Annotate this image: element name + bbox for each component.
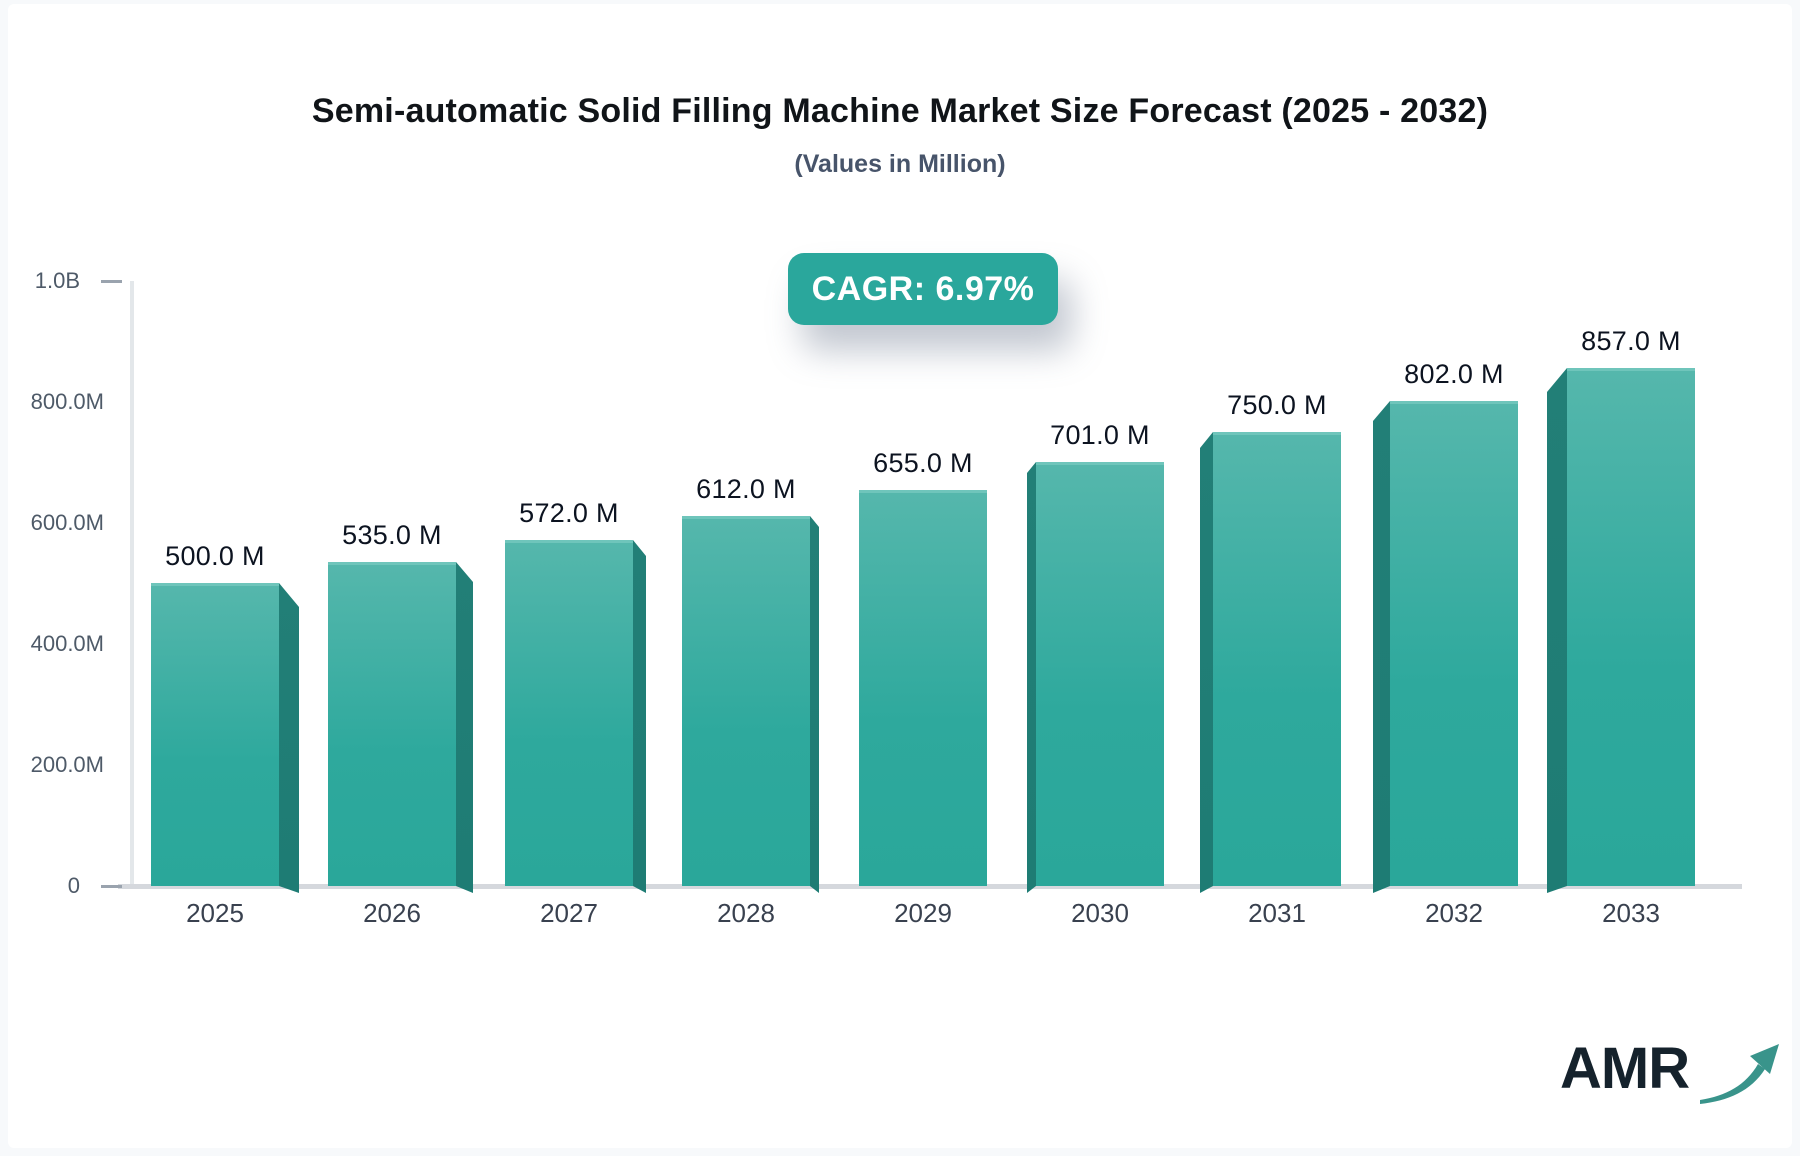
bar-3d-side	[1200, 432, 1213, 893]
page-title: Semi-automatic Solid Filling Machine Mar…	[311, 92, 1489, 130]
x-tick-label: 2033	[1602, 898, 1660, 928]
value-label: 500.0 M	[165, 541, 265, 571]
bar-2029	[859, 490, 987, 886]
value-label: 655.0 M	[873, 448, 973, 478]
value-label: 750.0 M	[1227, 390, 1327, 420]
bar-3d-side	[1027, 462, 1036, 893]
x-axis-line	[118, 884, 1742, 889]
bar-3d-side	[456, 562, 473, 893]
bar-2026	[328, 562, 456, 886]
y-tick-label: 400.0M	[30, 631, 104, 656]
value-label: 535.0 M	[342, 520, 442, 550]
bar-2033	[1567, 368, 1695, 886]
x-tick-label: 2030	[1071, 898, 1129, 928]
value-label: 802.0 M	[1404, 359, 1504, 389]
amr-logo-text: AMR	[1560, 1036, 1690, 1101]
bar-3d-side	[810, 516, 819, 893]
y-tick-label: 200.0M	[30, 752, 104, 777]
bar-3d-side	[633, 540, 646, 893]
bar-2027	[505, 540, 633, 886]
bar-3d-side	[279, 583, 299, 893]
value-label: 857.0 M	[1581, 326, 1681, 356]
amr-logo: AMR	[1560, 1035, 1780, 1115]
value-label: 701.0 M	[1050, 420, 1150, 450]
x-tick-label: 2031	[1248, 898, 1306, 928]
chart-subtitle: (Values in Million)	[794, 150, 1006, 178]
y-axis-line	[130, 281, 134, 886]
x-tick-label: 2027	[540, 898, 598, 928]
y-tick-label: 800.0M	[30, 389, 104, 414]
y-tick-label: 600.0M	[30, 510, 104, 535]
y-tick-mark	[101, 885, 122, 888]
cagr-badge: CAGR: 6.97%	[788, 253, 1058, 325]
bar-2030	[1036, 462, 1164, 886]
value-label: 612.0 M	[696, 474, 796, 504]
y-tick-label: 1.0B	[34, 268, 80, 293]
bar-2031	[1213, 432, 1341, 886]
bar-3d-side	[1373, 401, 1390, 893]
x-tick-label: 2028	[717, 898, 775, 928]
x-tick-label: 2029	[894, 898, 952, 928]
y-tick-label: 0	[67, 873, 80, 898]
bar-2028	[682, 516, 810, 886]
value-label: 572.0 M	[519, 498, 619, 528]
y-tick-mark	[101, 280, 122, 283]
x-tick-label: 2032	[1425, 898, 1483, 928]
bar-2032	[1390, 401, 1518, 886]
x-tick-label: 2025	[186, 898, 244, 928]
cagr-badge-label: CAGR: 6.97%	[811, 269, 1035, 308]
x-tick-label: 2026	[363, 898, 421, 928]
trend-arrow-icon	[1700, 1044, 1779, 1104]
bar-3d-side	[1547, 368, 1567, 893]
bar-2025	[151, 583, 279, 886]
